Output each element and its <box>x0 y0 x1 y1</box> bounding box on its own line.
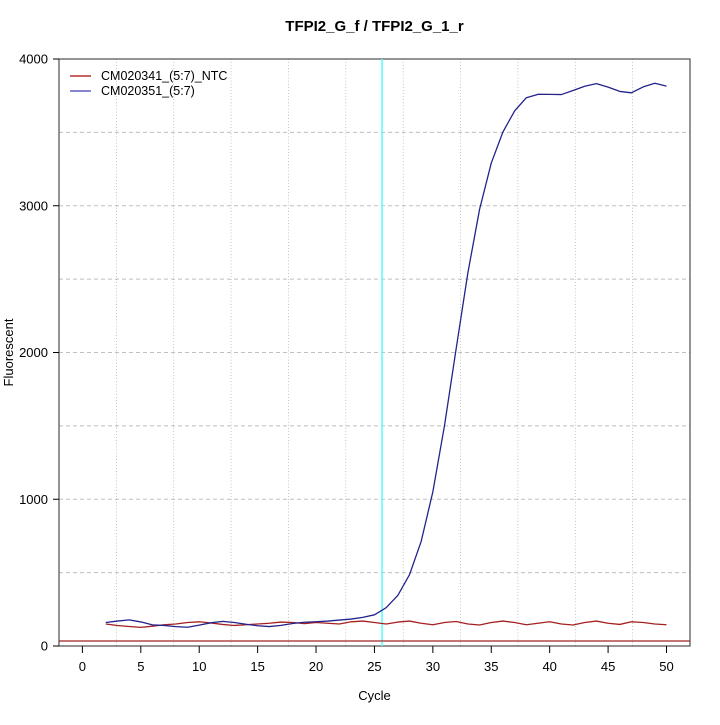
svg-text:35: 35 <box>484 659 498 674</box>
svg-text:0: 0 <box>41 639 48 654</box>
svg-text:CM020341_(5:7)_NTC: CM020341_(5:7)_NTC <box>101 69 227 83</box>
svg-text:3000: 3000 <box>19 198 48 213</box>
svg-text:5: 5 <box>137 659 144 674</box>
svg-text:4000: 4000 <box>19 52 48 67</box>
svg-text:1000: 1000 <box>19 492 48 507</box>
svg-text:20: 20 <box>309 659 323 674</box>
svg-text:TFPI2_G_f / TFPI2_G_1_r: TFPI2_G_f / TFPI2_G_1_r <box>285 18 464 35</box>
svg-text:25: 25 <box>367 659 381 674</box>
svg-text:CM020351_(5:7): CM020351_(5:7) <box>101 84 195 98</box>
svg-text:45: 45 <box>601 659 615 674</box>
svg-text:15: 15 <box>250 659 264 674</box>
svg-text:Fluorescent: Fluorescent <box>1 318 16 386</box>
svg-text:50: 50 <box>659 659 673 674</box>
svg-text:2000: 2000 <box>19 345 48 360</box>
svg-text:40: 40 <box>542 659 556 674</box>
svg-text:0: 0 <box>79 659 86 674</box>
svg-text:30: 30 <box>426 659 440 674</box>
svg-text:10: 10 <box>192 659 206 674</box>
svg-text:Cycle: Cycle <box>358 688 391 703</box>
